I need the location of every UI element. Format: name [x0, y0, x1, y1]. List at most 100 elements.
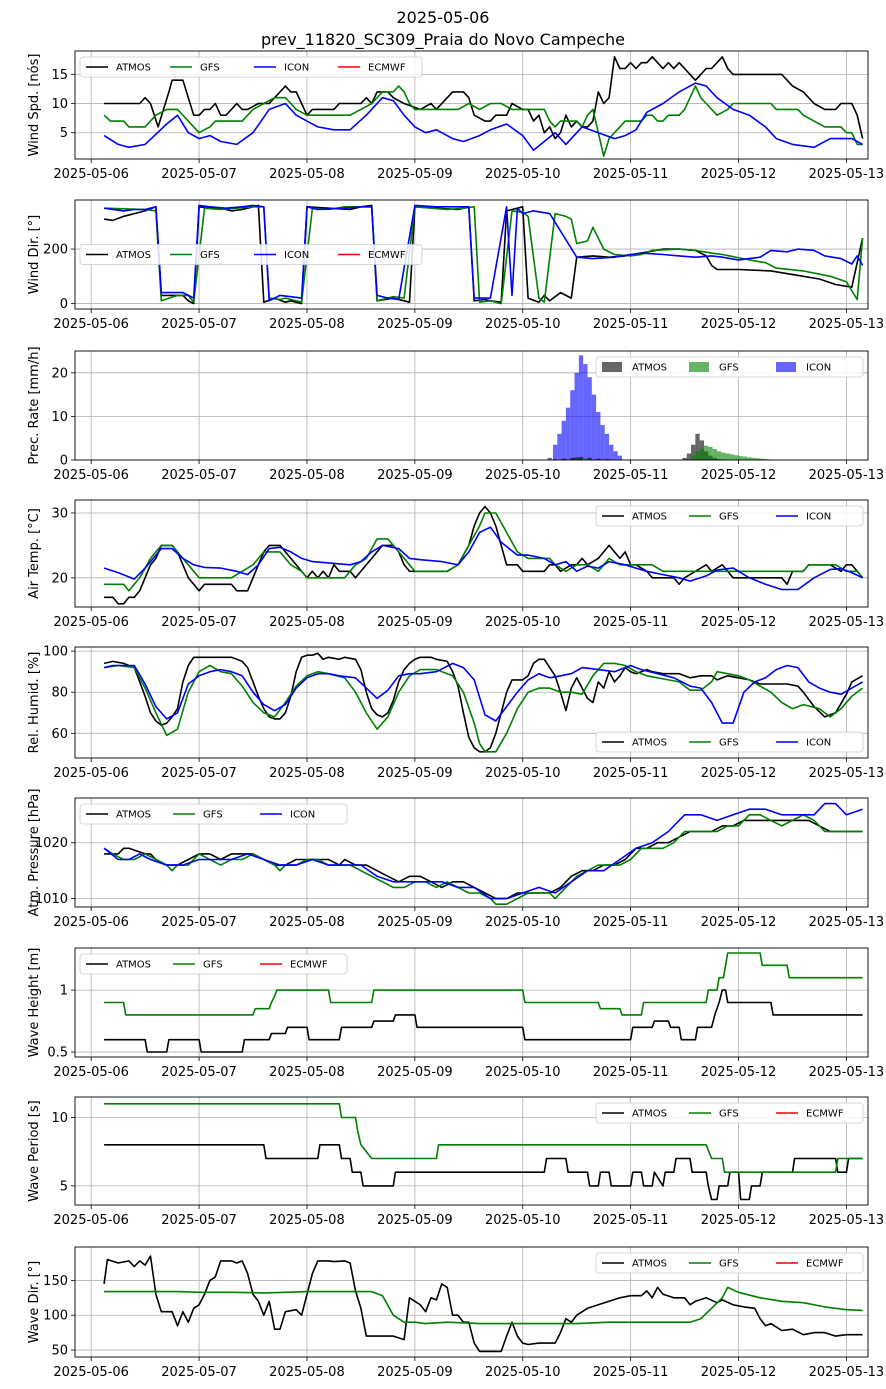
- x-tick-label: 2025-05-12: [701, 167, 777, 182]
- bar-gfs: [578, 458, 584, 460]
- y-tick-label: 0: [60, 454, 68, 469]
- plot-area: [103, 204, 864, 305]
- x-tick-label: 2025-05-06: [53, 1365, 129, 1380]
- series-line-atmos: [103, 1255, 863, 1353]
- bar-icon: [552, 444, 558, 460]
- x-tick-label: 2025-05-08: [269, 317, 345, 332]
- bar-gfs: [760, 458, 765, 460]
- bar-icon: [578, 355, 584, 460]
- x-tick-label: 2025-05-09: [377, 167, 453, 182]
- x-tick-label: 2025-05-13: [809, 915, 885, 930]
- axes-frame: [74, 1096, 869, 1206]
- legend: ATMOS GFS ECMWF: [595, 1252, 864, 1274]
- legend-label-icon: ICON: [806, 363, 831, 374]
- bar-gfs: [712, 449, 717, 460]
- x-tick-label: 2025-05-07: [161, 468, 237, 483]
- series-line-atmos: [103, 652, 863, 753]
- x-tick-label: 2025-05-06: [53, 167, 129, 182]
- legend-label-gfs: GFS: [200, 250, 220, 261]
- x-tick-label: 2025-05-10: [485, 468, 561, 483]
- series-line-icon: [103, 526, 863, 591]
- bar-icon: [617, 455, 623, 460]
- plot-area: [103, 56, 864, 157]
- legend: ATMOS GFS ECMWF: [79, 953, 348, 975]
- x-tick-label: 2025-05-07: [161, 1365, 237, 1380]
- x-tick-label: 2025-05-06: [53, 1065, 129, 1080]
- y-tick-label: 5: [60, 126, 68, 141]
- legend-label-gfs: GFS: [719, 1109, 739, 1120]
- legend: ATMOS GFS ECMWF: [595, 1102, 864, 1124]
- x-tick-label: 2025-05-10: [485, 766, 561, 781]
- x-tick-label: 2025-05-09: [377, 766, 453, 781]
- series-line-gfs: [104, 512, 864, 592]
- y-tick-label: 10: [51, 1111, 68, 1126]
- bar-icon: [557, 433, 562, 460]
- legend-label-atmos: ATMOS: [116, 810, 151, 821]
- panels-container: 2025-05-06 2025-05-07 2025-05-08 2025-05-09…: [27, 50, 885, 1380]
- legend-label-icon: ICON: [806, 512, 831, 523]
- x-tick-label: 2025-05-09: [377, 1213, 453, 1228]
- y-tick-label: 10: [51, 97, 68, 112]
- legend-label-ecmwf: ECMWF: [290, 960, 328, 971]
- x-tick-label: 2025-05-07: [161, 766, 237, 781]
- y-tick-label: 200: [43, 243, 68, 258]
- y-axis-label: Wind Dir. [°]: [27, 215, 42, 295]
- bar-gfs: [699, 449, 705, 460]
- x-tick-label: 2025-05-07: [161, 615, 237, 630]
- panel-precip: 2025-05-06 2025-05-07 2025-05-08 2025-05-09…: [27, 346, 884, 483]
- panel-wave_period: 2025-05-06 2025-05-07 2025-05-08 2025-05-09…: [27, 1096, 884, 1228]
- legend-label-gfs: GFS: [719, 1259, 739, 1270]
- x-tick-label: 2025-05-07: [161, 1213, 237, 1228]
- bar-gfs: [716, 451, 722, 460]
- legend: ATMOS GFS ICON: [595, 356, 864, 378]
- x-tick-label: 2025-05-13: [809, 1365, 885, 1380]
- legend-box: [595, 1102, 864, 1124]
- bar-gfs: [583, 458, 588, 460]
- axes-frame: [74, 350, 869, 461]
- x-tick-label: 2025-05-08: [269, 468, 345, 483]
- x-tick-label: 2025-05-08: [269, 1365, 345, 1380]
- legend-label-ecmwf: ECMWF: [806, 1109, 844, 1120]
- y-axis-label: Wind Spd. [nós]: [27, 54, 42, 157]
- bar-atmos: [587, 457, 592, 460]
- x-tick-label: 2025-05-09: [377, 1065, 453, 1080]
- x-tick-label: 2025-05-09: [377, 468, 453, 483]
- legend-label-atmos: ATMOS: [632, 363, 667, 374]
- x-tick-label: 2025-05-11: [593, 615, 669, 630]
- x-tick-label: 2025-05-11: [593, 468, 669, 483]
- x-tick-label: 2025-05-13: [809, 468, 885, 483]
- legend: ATMOS GFS ICON ECMWF: [79, 244, 423, 265]
- legend-box: [595, 505, 864, 527]
- bar-gfs: [734, 455, 739, 460]
- bar-icon: [565, 407, 571, 460]
- y-axis-label: Rel. Humid. [%]: [27, 652, 42, 754]
- x-tick-label: 2025-05-13: [809, 167, 885, 182]
- legend-label-icon: ICON: [290, 810, 315, 821]
- x-tick-label: 2025-05-11: [593, 1213, 669, 1228]
- plot-area: [103, 505, 864, 605]
- legend-box: [595, 356, 864, 378]
- y-tick-label: 20: [51, 571, 68, 586]
- x-tick-label: 2025-05-06: [53, 766, 129, 781]
- x-tick-label: 2025-05-12: [701, 317, 777, 332]
- bar-icon: [570, 390, 575, 460]
- bar-gfs: [747, 457, 752, 460]
- legend-box: [79, 244, 423, 265]
- x-tick-label: 2025-05-12: [701, 1065, 777, 1080]
- series-line-icon: [103, 82, 863, 151]
- panel-wave_dir: 2025-05-06 2025-05-07 2025-05-08 2025-05-09…: [27, 1246, 885, 1380]
- series-line-gfs: [104, 206, 864, 305]
- x-tick-label: 2025-05-06: [53, 915, 129, 930]
- legend-swatch-gfs: [689, 362, 709, 372]
- bar-icon: [609, 444, 614, 460]
- bar-atmos: [686, 453, 692, 460]
- series-line-gfs: [103, 85, 863, 157]
- plot-area: [103, 1255, 863, 1353]
- bar-atmos: [682, 457, 687, 460]
- x-tick-label: 2025-05-09: [377, 615, 453, 630]
- x-tick-label: 2025-05-13: [809, 1065, 885, 1080]
- bar-gfs: [574, 458, 579, 460]
- axes-frame: [74, 499, 869, 608]
- legend: ATMOS GFS ICON: [595, 505, 864, 527]
- x-tick-label: 2025-05-11: [593, 317, 669, 332]
